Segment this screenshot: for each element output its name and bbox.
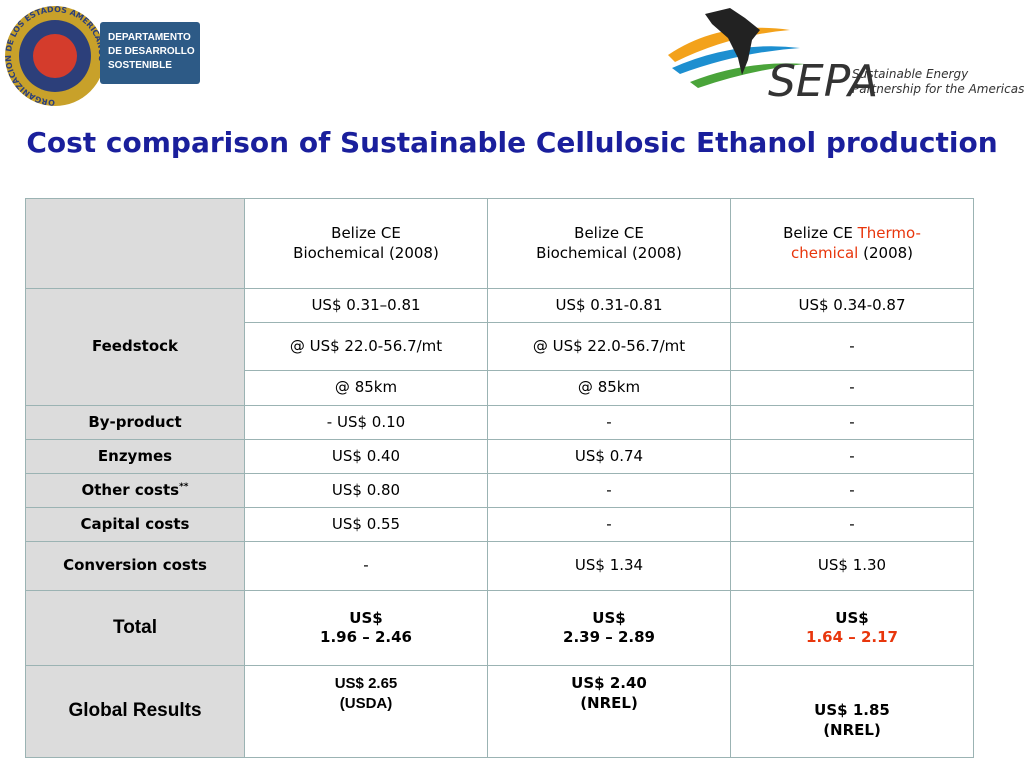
cell: -	[730, 322, 974, 371]
header-highlight: Thermo-chemical	[790, 224, 921, 262]
label-text: Enzymes	[97, 446, 173, 465]
feedstock-row: Feedstock US$ 0.31–0.81 US$ 0.31-0.81 US$ 0…	[25, 288, 974, 406]
header-line: Belize CE	[331, 224, 401, 242]
dept-text: DEPARTAMENTO	[108, 32, 191, 43]
cell: US$ 0.74	[487, 439, 731, 474]
row-label: Global Results	[25, 665, 245, 758]
cell: @ 85km	[487, 370, 731, 406]
row-label: Enzymes	[25, 439, 245, 474]
cell: US$ 0.34-0.87	[730, 288, 974, 323]
header-line: Belize CE	[574, 224, 644, 242]
global-row: Global Results US$ 2.65 (USDA) US$ 2.40 (NRE…	[25, 665, 974, 758]
cell: -	[487, 507, 731, 542]
sepa-tagline: Sustainable Energy	[852, 67, 969, 81]
row-label: By-product	[25, 405, 245, 440]
data-row: Other costs** US$ 0.80- -	[25, 473, 974, 508]
total-range: 1.64 – 2.17	[806, 628, 898, 646]
global-cell: US$ 2.65 (USDA)	[244, 665, 488, 758]
cell: -	[730, 473, 974, 508]
header-row: Belize CE Biochemical (2008) Belize CE Bi…	[25, 198, 974, 289]
total-cell: US$ 1.64 – 2.17	[730, 590, 974, 666]
feedstock-row: @ US$ 22.0-56.7/mt @ US$ 22.0-56.7/mt -	[26, 322, 974, 371]
cell: -	[730, 507, 974, 542]
row-label: Other costs**	[25, 473, 245, 508]
global-cell: US$ 1.85 (NREL)	[730, 665, 974, 758]
header-line: Belize CE	[783, 224, 853, 242]
cell: @ US$ 22.0-56.7/mt	[487, 322, 731, 371]
global-source: (USDA)	[339, 694, 393, 712]
total-currency: US$	[592, 608, 626, 627]
cell: -	[730, 370, 974, 406]
cell: US$ 0.55	[244, 507, 488, 542]
data-row: By-product - US$ 0.10- -	[25, 405, 974, 440]
global-source: (NREL)	[580, 693, 638, 712]
cell: -	[487, 473, 731, 508]
global-source: (NREL)	[823, 720, 881, 739]
label-text: Other costs	[81, 480, 180, 499]
cell: -	[730, 439, 974, 474]
cell: -	[244, 541, 488, 591]
cell: @ US$ 22.0-56.7/mt	[244, 322, 488, 371]
dept-text: SOSTENIBLE	[108, 60, 172, 71]
cell: US$ 0.40	[244, 439, 488, 474]
row-label: Feedstock	[25, 288, 245, 406]
swoosh-green	[690, 63, 805, 88]
label-text: Capital costs	[80, 514, 190, 533]
data-row: Conversion costs - US$ 1.34 US$ 1.30	[25, 541, 974, 591]
cell: US$ 0.80	[244, 473, 488, 508]
logos: ORGANIZACION DE LOS ESTADOS AMERICANOS D…	[4, 5, 1024, 107]
cost-table: Belize CE Biochemical (2008) Belize CE Bi…	[25, 198, 974, 758]
corner-cell	[25, 198, 245, 289]
dept-box	[100, 22, 200, 84]
sepa-text: SEPA	[768, 56, 878, 107]
total-range: 2.39 – 2.89	[563, 628, 655, 646]
total-currency: US$	[349, 608, 383, 627]
total-range: 1.96 – 2.46	[320, 628, 412, 646]
header-line: (2008)	[863, 243, 914, 262]
label-text: Conversion costs	[63, 556, 207, 575]
label-text: By-product	[88, 412, 182, 431]
global-amount: US$ 1.85	[814, 701, 890, 719]
data-row: Capital costs US$ 0.55- -	[25, 507, 974, 542]
data-row: Enzymes US$ 0.40 US$ 0.74-	[25, 439, 974, 474]
column-header: Belize CE Biochemical (2008)	[244, 198, 488, 289]
cell: US$ 0.31-0.81	[487, 288, 731, 323]
sepa-tagline: Partnership for the Americas	[852, 82, 1024, 96]
global-amount: US$ 2.40	[571, 674, 647, 692]
total-cell: US$ 2.39 – 2.89	[487, 590, 731, 666]
cell: @ 85km	[244, 370, 488, 406]
cell: US$ 1.30	[730, 541, 974, 591]
global-cell: US$ 2.40 (NREL)	[487, 665, 731, 758]
cell: US$ 1.34	[487, 541, 731, 591]
cell: US$ 0.31–0.81	[244, 288, 488, 323]
total-row: Total US$ 1.96 – 2.46 US$ 2.39 – 2.89 US$ 1.64…	[25, 590, 974, 666]
americas-silhouette	[705, 8, 760, 75]
total-currency: US$	[835, 608, 869, 627]
oas-flags	[33, 34, 77, 78]
feedstock-row: @ 85km @ 85km -	[26, 370, 974, 406]
column-header: Belize CE Thermo-chemical (2008)	[730, 198, 974, 289]
header-line: Biochemical (2008)	[536, 243, 682, 262]
cell: -	[730, 405, 974, 440]
row-label: Conversion costs	[25, 541, 245, 591]
title: Cost comparison of Sustainable Cellulosi…	[26, 126, 998, 159]
cell: -	[487, 405, 731, 440]
row-label: Capital costs	[25, 507, 245, 542]
global-amount: US$ 2.65	[334, 675, 398, 692]
dept-text: DE DESARROLLO	[108, 46, 195, 57]
column-header: Belize CE Biochemical (2008)	[487, 198, 731, 289]
footnote-mark: **	[179, 481, 189, 492]
cell: - US$ 0.10	[244, 405, 488, 440]
total-cell: US$ 1.96 – 2.46	[244, 590, 488, 666]
header-line: Biochemical (2008)	[293, 243, 439, 262]
row-label: Total	[25, 590, 245, 666]
